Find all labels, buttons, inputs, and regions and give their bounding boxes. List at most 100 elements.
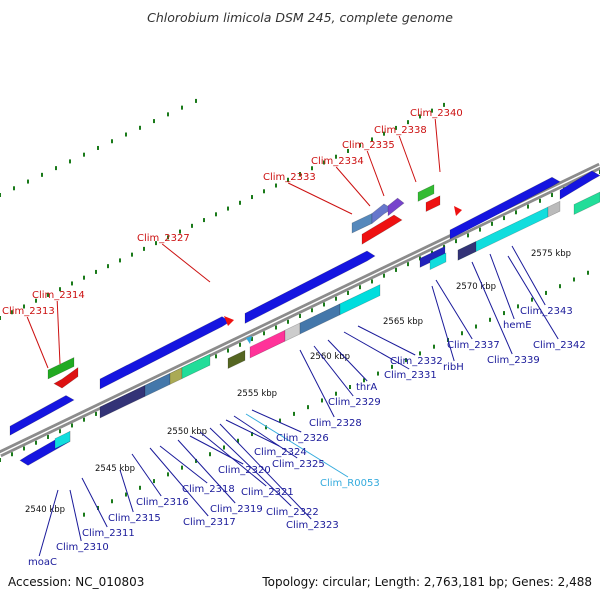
gene-label: Clim_2340	[410, 108, 463, 119]
scale-mark-label: 2555 kbp	[237, 389, 277, 399]
gene-label: thrA	[356, 382, 377, 393]
gene-label: Clim_2335	[342, 140, 395, 151]
gene-feature	[425, 195, 441, 212]
gene-label: Clim_2323	[286, 520, 339, 531]
label-leader	[335, 166, 371, 207]
label-leader	[299, 349, 335, 418]
label-leader	[159, 445, 208, 484]
gene-label: Clim_2311	[82, 528, 135, 539]
backbone-inner	[0, 165, 600, 455]
gene-label: Clim_2318	[182, 484, 235, 495]
label-leader	[251, 409, 302, 433]
accession-text: Accession: NC_010803	[8, 575, 144, 589]
scale-mark-label: 2545 kbp	[95, 464, 135, 474]
gene-label: Clim_2315	[108, 513, 161, 524]
marker-triangle	[246, 336, 252, 344]
scale-mark-label: 2550 kbp	[167, 427, 207, 437]
label-leader	[245, 413, 349, 478]
gene-feature	[227, 349, 246, 370]
map-title: Chlorobium limicola DSM 245, complete ge…	[147, 10, 453, 25]
gene-label: Clim_2331	[384, 370, 437, 381]
label-leader	[431, 285, 455, 362]
gene-label: hemE	[503, 320, 532, 331]
scale-mark-label: 2565 kbp	[383, 317, 423, 327]
gene-label: Clim_2320	[218, 465, 271, 476]
gene-feature	[284, 322, 301, 342]
gene-feature	[573, 191, 600, 215]
gene-feature	[9, 395, 75, 436]
gene-feature	[99, 316, 231, 390]
label-leader	[507, 255, 559, 340]
label-leader	[489, 253, 515, 320]
scale-mark-label: 2540 kbp	[25, 505, 65, 515]
label-leader	[56, 300, 61, 365]
gene-label: Clim_2324	[254, 447, 307, 458]
gene-feature	[547, 200, 561, 218]
label-leader	[313, 345, 354, 397]
label-leader	[343, 331, 410, 370]
gene-feature	[181, 353, 211, 380]
gene-label: Clim_2328	[309, 418, 362, 429]
gene-label: Clim_2326	[276, 433, 329, 444]
label-leader	[119, 469, 134, 513]
gene-label: Clim_2333	[263, 172, 316, 183]
marker-triangle	[454, 206, 462, 216]
label-leader	[471, 261, 513, 355]
gene-feature	[47, 357, 75, 380]
gene-feature	[387, 197, 405, 217]
gene-label: Clim_2329	[328, 397, 381, 408]
gene-feature	[339, 284, 381, 316]
label-leader	[219, 423, 312, 520]
gene-feature	[361, 214, 403, 245]
gene-feature	[53, 366, 79, 389]
label-leader	[357, 325, 416, 356]
gene-label: Clim_2317	[183, 517, 236, 528]
gene-feature	[54, 430, 71, 450]
gene-features	[9, 170, 600, 466]
label-leader	[149, 447, 209, 517]
gene-label: moaC	[28, 557, 57, 568]
label-leader	[81, 477, 108, 528]
gene-label: Clim_2339	[487, 355, 540, 366]
gene-label: Clim_2338	[374, 125, 427, 136]
label-leader	[199, 431, 267, 487]
gene-label: Clim_2319	[210, 504, 263, 515]
label-leader	[434, 118, 441, 173]
gene-label: Clim_2327	[137, 233, 190, 244]
gene-label: Clim_2313	[2, 306, 55, 317]
label-leader	[225, 419, 280, 447]
genome-backbone	[0, 162, 600, 458]
gene-label: Clim_2337	[447, 340, 500, 351]
label-leader	[26, 316, 49, 369]
label-leader	[209, 427, 292, 507]
gene-label: Clim_2343	[520, 306, 573, 317]
gene-label: Clim_2322	[266, 507, 319, 518]
gene-label: Clim_2321	[241, 487, 294, 498]
label-leader	[189, 435, 244, 465]
scale-mark-label: 2570 kbp	[456, 282, 496, 292]
label-leader	[511, 245, 546, 306]
gene-feature	[429, 252, 447, 271]
genome-summary-text: Topology: circular; Length: 2,763,181 bp…	[261, 575, 592, 589]
gene-label: Clim_2332	[390, 356, 443, 367]
scale-mark-label: 2575 kbp	[531, 249, 571, 259]
label-leader	[287, 182, 353, 215]
label-leaders	[26, 118, 559, 557]
gene-feature	[457, 241, 477, 261]
gene-labels: Clim_2313 Clim_2314 Clim_2327 Clim_2333 Clim…	[2, 108, 586, 568]
scale-mark-label: 2560 kbp	[310, 352, 350, 362]
gene-label: Clim_2342	[533, 340, 586, 351]
gene-label: Clim_R0053	[320, 478, 380, 489]
gene-label: Clim_2310	[56, 542, 109, 553]
gene-label: Clim_2316	[136, 497, 189, 508]
gene-feature	[244, 250, 376, 324]
label-leader	[366, 150, 385, 197]
label-leader	[435, 279, 473, 340]
label-leader	[398, 135, 417, 183]
gene-label: Clim_2325	[272, 459, 325, 470]
label-leader	[69, 489, 82, 542]
marker-triangle	[224, 316, 234, 326]
label-leader	[131, 453, 162, 497]
